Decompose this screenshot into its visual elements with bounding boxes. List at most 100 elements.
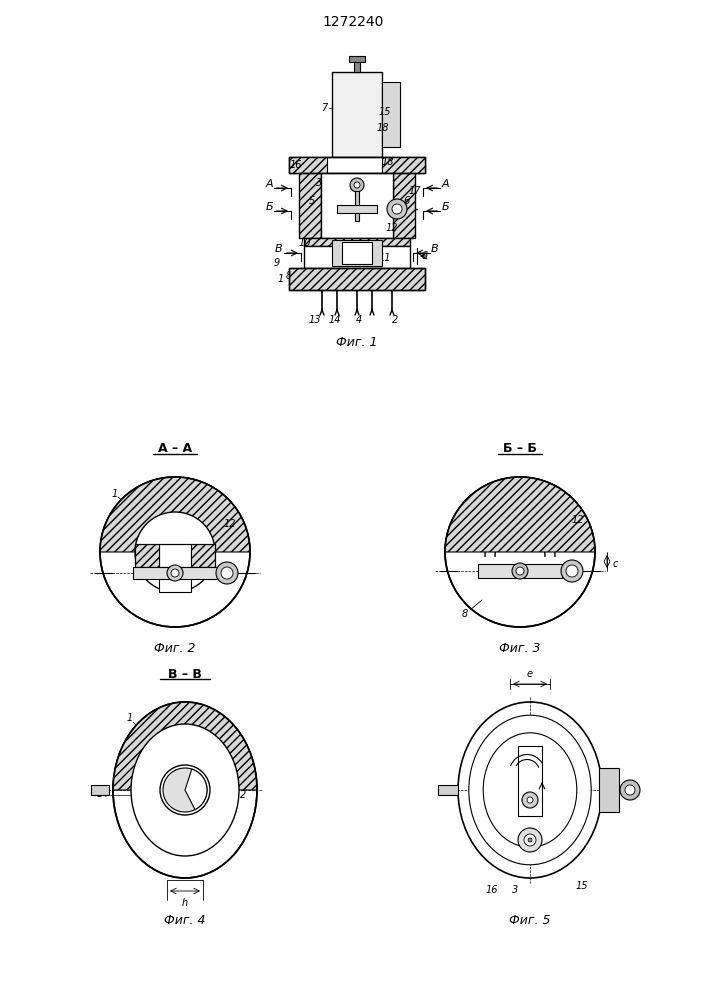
Text: 1: 1 [127,713,133,723]
Polygon shape [163,768,207,812]
Polygon shape [382,157,425,173]
Bar [332,72,382,157]
Circle shape [160,765,210,815]
Circle shape [561,560,583,582]
Ellipse shape [483,733,577,847]
Text: А – А: А – А [158,442,192,456]
Bar [382,82,400,147]
Text: 3: 3 [316,178,322,188]
Bar [289,268,425,290]
Circle shape [518,828,542,852]
Text: Фиг. 1: Фиг. 1 [337,336,378,349]
Circle shape [527,797,533,803]
Bar [321,173,393,238]
Circle shape [445,477,595,627]
Text: В – В: В – В [168,668,202,680]
Bar [289,157,425,173]
Text: Фиг. 3: Фиг. 3 [499,643,541,656]
Text: e: e [527,669,533,679]
Circle shape [566,565,578,577]
Text: h: h [182,898,188,908]
Text: В: В [431,244,439,254]
Bar [304,238,410,246]
Text: c: c [612,559,618,569]
Text: 11: 11 [379,253,391,263]
Bar [518,746,542,816]
Text: 17: 17 [409,186,421,196]
Text: 3: 3 [512,885,518,895]
Text: 10: 10 [299,238,311,248]
Ellipse shape [469,715,591,865]
Text: 4: 4 [356,315,362,325]
Ellipse shape [131,724,239,856]
Text: Б – Б: Б – Б [503,442,537,456]
Bar [342,242,372,264]
Bar [354,60,360,72]
Text: 18: 18 [377,123,390,133]
Bar [478,564,562,578]
Circle shape [100,477,250,627]
Text: Фиг. 2: Фиг. 2 [154,643,196,656]
Polygon shape [135,544,159,567]
Text: 1: 1 [112,489,118,499]
Circle shape [135,512,215,592]
Text: 18: 18 [382,157,395,167]
Bar [304,246,410,268]
Text: 12: 12 [572,515,584,525]
Bar [438,785,458,795]
Text: Фиг. 4: Фиг. 4 [164,914,206,926]
Polygon shape [191,544,215,567]
Text: 1: 1 [278,274,284,284]
Text: Б: Б [441,202,449,212]
Text: А: А [441,179,449,189]
Circle shape [516,567,524,575]
Text: r: r [197,803,201,813]
Text: 7: 7 [321,103,327,113]
Text: 14: 14 [329,315,341,325]
Text: 8: 8 [286,271,292,281]
Bar [332,240,382,266]
Circle shape [512,563,528,579]
Circle shape [171,569,179,577]
Bar [159,544,191,592]
Bar [133,567,217,579]
Circle shape [216,562,238,584]
Text: 9: 9 [274,258,280,268]
Circle shape [354,182,360,188]
Polygon shape [100,477,250,552]
Text: б: б [422,251,428,261]
Polygon shape [289,157,327,173]
Circle shape [620,780,640,800]
Text: Фиг. 5: Фиг. 5 [509,914,551,926]
Circle shape [524,834,536,846]
Text: 14: 14 [97,789,110,799]
Circle shape [522,792,538,808]
Bar [289,157,425,173]
Polygon shape [445,477,595,552]
Text: А: А [265,179,273,189]
Polygon shape [185,769,207,810]
Bar [355,191,359,221]
Polygon shape [113,702,257,790]
Circle shape [167,565,183,581]
Text: Б: Б [265,202,273,212]
Text: 15: 15 [575,881,588,891]
Text: 1272240: 1272240 [322,15,384,29]
Text: В: В [275,244,283,254]
Text: 2: 2 [240,790,246,800]
Circle shape [221,567,233,579]
Circle shape [528,838,532,842]
Bar [299,173,321,238]
Ellipse shape [113,702,257,878]
Bar [337,205,377,213]
Text: 16: 16 [486,885,498,895]
Text: 16: 16 [290,160,303,170]
Text: 6: 6 [404,196,410,206]
Text: 12: 12 [386,223,398,233]
Bar [599,768,619,812]
Bar [393,173,415,238]
Text: 15: 15 [379,107,391,117]
Circle shape [387,199,407,219]
Text: 13: 13 [309,315,321,325]
Circle shape [625,785,635,795]
